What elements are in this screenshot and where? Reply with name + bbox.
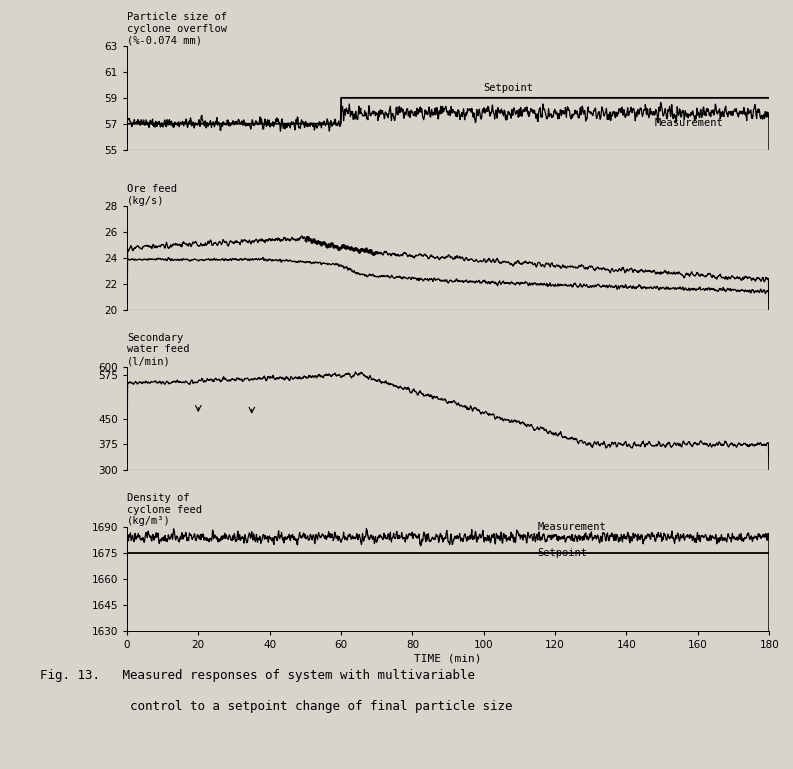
Text: Particle size of
cyclone overflow
(%-0.074 mm): Particle size of cyclone overflow (%-0.0… <box>127 12 227 45</box>
Text: Measurement: Measurement <box>655 118 724 128</box>
X-axis label: TIME (min): TIME (min) <box>414 654 482 664</box>
Text: Measurement: Measurement <box>538 521 606 531</box>
Text: Setpoint: Setpoint <box>538 548 588 558</box>
Text: Ore feed
(kg/s): Ore feed (kg/s) <box>127 184 177 205</box>
Text: Fig. 13.   Measured responses of system with multivariable: Fig. 13. Measured responses of system wi… <box>40 669 475 682</box>
Text: Secondary
water feed
(l/min): Secondary water feed (l/min) <box>127 333 190 366</box>
Text: Density of
cyclone feed
(kg/m³): Density of cyclone feed (kg/m³) <box>127 493 202 526</box>
Text: control to a setpoint change of final particle size: control to a setpoint change of final pa… <box>40 700 512 713</box>
Text: Setpoint: Setpoint <box>484 83 534 93</box>
